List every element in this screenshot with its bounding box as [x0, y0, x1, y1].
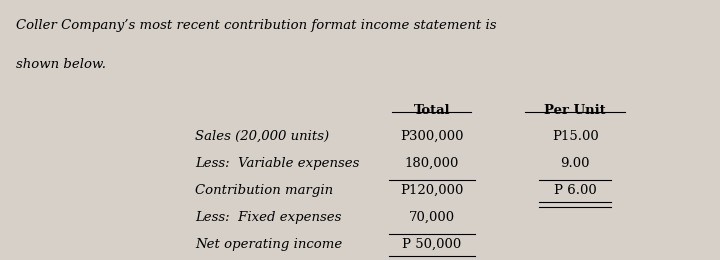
Text: P 50,000: P 50,000 — [402, 238, 462, 251]
Text: Sales (20,000 units): Sales (20,000 units) — [195, 130, 329, 143]
Text: Per Unit: Per Unit — [544, 104, 606, 117]
Text: 70,000: 70,000 — [409, 211, 455, 224]
Text: Coller Company’s most recent contribution format income statement is: Coller Company’s most recent contributio… — [16, 20, 496, 32]
Text: Contribution margin: Contribution margin — [195, 184, 333, 197]
Text: Total: Total — [413, 104, 450, 117]
Text: 180,000: 180,000 — [405, 157, 459, 170]
Text: P 6.00: P 6.00 — [554, 184, 597, 197]
Text: Net operating income: Net operating income — [195, 238, 342, 251]
Text: P120,000: P120,000 — [400, 184, 464, 197]
Text: 9.00: 9.00 — [560, 157, 590, 170]
Text: Less:  Fixed expenses: Less: Fixed expenses — [195, 211, 341, 224]
Text: P300,000: P300,000 — [400, 130, 464, 143]
Text: Less:  Variable expenses: Less: Variable expenses — [195, 157, 359, 170]
Text: shown below.: shown below. — [16, 58, 106, 71]
Text: P15.00: P15.00 — [552, 130, 598, 143]
